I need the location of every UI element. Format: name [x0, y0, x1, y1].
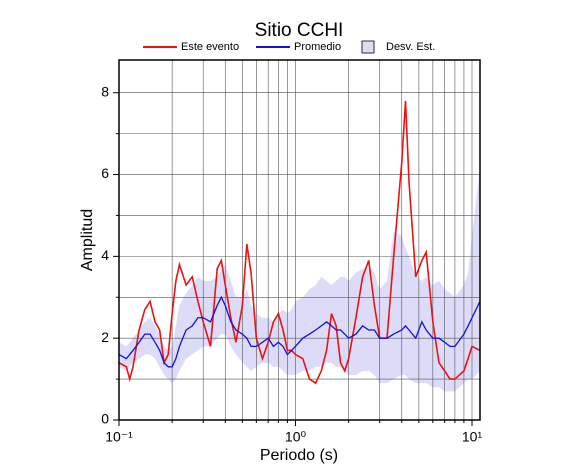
legend-swatch — [361, 40, 375, 54]
x-tick-label: 10⁰ — [285, 429, 307, 445]
y-tick-label: 6 — [101, 165, 109, 181]
grid-layer — [118, 60, 480, 421]
legend-label: Este evento — [181, 41, 239, 53]
line-layer — [118, 100, 481, 385]
y-tick-label: 0 — [101, 411, 109, 427]
plot-frame — [118, 59, 481, 421]
legend-label: Desv. Est. — [386, 41, 435, 53]
y-tick-label: 8 — [101, 83, 109, 99]
series-line — [118, 295, 481, 368]
x-tick-label: 10⁻¹ — [105, 429, 133, 445]
y-tick-label: 2 — [101, 329, 109, 345]
y-axis-label: Amplitud — [79, 209, 96, 271]
legend-label: Promedio — [294, 41, 341, 53]
x-axis-label: Periodo (s) — [260, 447, 338, 464]
std-band — [119, 166, 480, 392]
x-tick-label: 10¹ — [462, 429, 483, 445]
chart-title: Sitio CCHI — [255, 20, 344, 41]
band-layer — [119, 166, 480, 392]
y-tick-label: 4 — [101, 247, 109, 263]
series-line — [118, 100, 481, 385]
